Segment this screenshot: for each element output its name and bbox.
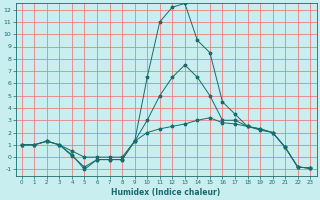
X-axis label: Humidex (Indice chaleur): Humidex (Indice chaleur) (111, 188, 221, 197)
